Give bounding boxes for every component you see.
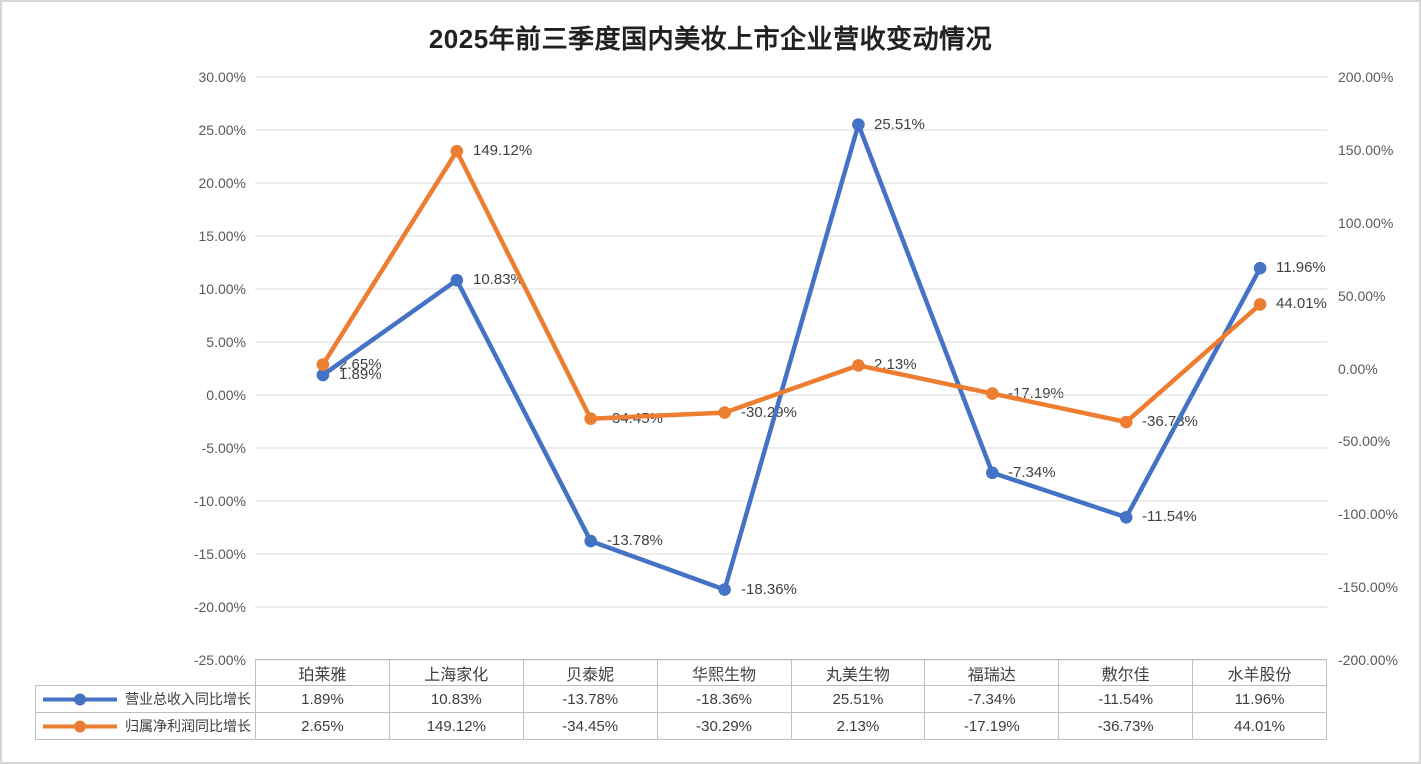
- left-axis-tick: -5.00%: [201, 440, 246, 456]
- left-axis-tick: -10.00%: [193, 493, 246, 509]
- table-value-cell: 25.51%: [791, 686, 926, 713]
- data-label: 149.12%: [473, 142, 533, 159]
- data-label: 2.65%: [339, 356, 382, 373]
- data-point-marker: [986, 387, 999, 400]
- right-axis-tick: 50.00%: [1338, 288, 1386, 304]
- table-value-cell: -13.78%: [523, 686, 658, 713]
- data-point-marker: [316, 358, 330, 371]
- left-axis-tick: 10.00%: [198, 281, 246, 297]
- right-axis-tick: 100.00%: [1338, 215, 1394, 231]
- left-axis-tick: -25.00%: [193, 652, 246, 668]
- data-point-marker: [1119, 415, 1133, 429]
- data-label: 10.83%: [473, 271, 524, 288]
- data-point-marker: [450, 144, 464, 158]
- right-axis-tick: 150.00%: [1338, 142, 1394, 158]
- table-value-cell: -30.29%: [657, 713, 792, 740]
- table-header-cell: 福瑞达: [925, 659, 1060, 686]
- table-value-cell: 11.96%: [1193, 686, 1327, 713]
- table-value-cell: -36.73%: [1059, 713, 1194, 740]
- data-point-marker: [852, 359, 865, 372]
- table-value-cell: 2.13%: [791, 713, 926, 740]
- right-axis-tick: 200.00%: [1338, 69, 1394, 85]
- table-header-cell: 珀莱雅: [256, 659, 390, 686]
- table-value-cell: 10.83%: [389, 686, 524, 713]
- table-value-cell: -7.34%: [925, 686, 1060, 713]
- right-axis-tick: 0.00%: [1338, 361, 1378, 377]
- data-point-marker: [584, 534, 597, 548]
- legend-label: 营业总收入同比增长: [125, 691, 251, 707]
- data-label: -13.78%: [607, 532, 663, 549]
- series-line-0: [320, 122, 1263, 592]
- table-header-cell: 华熙生物: [657, 659, 792, 686]
- data-point-marker: [852, 118, 865, 131]
- data-point-marker: [986, 466, 999, 480]
- table-header-cell: 上海家化: [389, 659, 524, 686]
- table-value-cell: 44.01%: [1193, 713, 1327, 740]
- left-axis-tick: 25.00%: [198, 122, 246, 138]
- series-line-1: [320, 148, 1263, 425]
- data-label: -18.36%: [741, 581, 797, 598]
- data-label: 44.01%: [1276, 295, 1327, 312]
- legend-marker: [74, 693, 86, 705]
- data-point-marker: [718, 406, 731, 419]
- data-point-marker: [718, 583, 731, 596]
- legend-label: 归属净利润同比增长: [125, 718, 251, 734]
- left-axis-tick: 30.00%: [198, 69, 246, 85]
- data-label: -30.29%: [741, 404, 797, 421]
- data-label: -7.34%: [1008, 464, 1056, 481]
- table-header-cell: 贝泰妮: [523, 659, 658, 686]
- data-label: 11.96%: [1276, 259, 1326, 276]
- left-axis-tick: 20.00%: [198, 175, 246, 191]
- table-value-cell: 1.89%: [256, 686, 390, 713]
- table-value-cell: 2.65%: [256, 713, 390, 740]
- data-point-marker: [1119, 511, 1133, 524]
- right-axis-tick: -200.00%: [1338, 652, 1398, 668]
- left-axis-tick: -15.00%: [193, 546, 246, 562]
- data-point-marker: [316, 368, 330, 382]
- data-point-marker: [1253, 261, 1267, 275]
- data-label: -36.73%: [1142, 413, 1198, 430]
- table-header-cell: 敷尔佳: [1059, 659, 1194, 686]
- table-corner-cell: [35, 659, 256, 686]
- data-label: 25.51%: [874, 116, 925, 133]
- table-value-cell: -11.54%: [1059, 686, 1194, 713]
- left-axis-tick: 5.00%: [206, 334, 246, 350]
- legend-marker: [74, 720, 86, 732]
- right-axis-tick: -100.00%: [1338, 506, 1398, 522]
- data-table: 珀莱雅 上海家化 贝泰妮 华熙生物 丸美生物 福瑞达 敷尔佳 水羊股份营业总收入同比增长 1.8…: [35, 659, 1327, 740]
- legend-item: 归属净利润同比增长: [35, 713, 256, 740]
- legend-item: 营业总收入同比增长: [35, 686, 256, 713]
- chart-title: 2025年前三季度国内美妆上市企业营收变动情况: [428, 24, 993, 54]
- table-value-cell: 149.12%: [389, 713, 524, 740]
- left-axis-tick: 0.00%: [206, 387, 246, 403]
- data-point-marker: [584, 412, 597, 426]
- data-label: 1.89%: [339, 366, 382, 383]
- right-axis-tick: -50.00%: [1338, 433, 1391, 449]
- left-axis-tick: 15.00%: [198, 228, 246, 244]
- data-point-marker: [450, 273, 464, 287]
- table-value-cell: -18.36%: [657, 686, 792, 713]
- left-axis-tick: -20.00%: [193, 599, 246, 615]
- data-point-marker: [1253, 298, 1267, 311]
- table-value-cell: -34.45%: [523, 713, 658, 740]
- table-header-cell: 丸美生物: [791, 659, 926, 686]
- legend-key-icon: [43, 693, 117, 705]
- legend-key-icon: [43, 720, 117, 732]
- right-axis-tick: -150.00%: [1338, 579, 1398, 595]
- table-value-cell: -17.19%: [925, 713, 1060, 740]
- data-label: -11.54%: [1142, 508, 1197, 525]
- table-header-cell: 水羊股份: [1193, 659, 1327, 686]
